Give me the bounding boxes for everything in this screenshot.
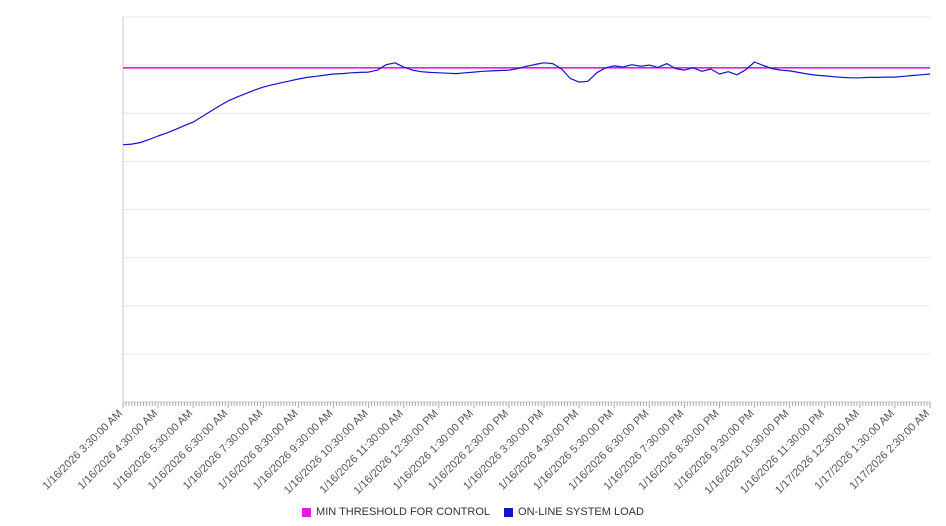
legend-item-system-load[interactable]: ON-LINE SYSTEM LOAD [504,506,644,518]
legend: MIN THRESHOLD FOR CONTROL ON-LINE SYSTEM… [0,506,946,518]
load-swatch [504,507,514,517]
threshold-swatch [302,507,312,517]
time-series-chart: 1/16/2026 3:30:00 AM1/16/2026 4:30:00 AM… [41,16,932,497]
load-line [122,61,931,146]
legend-item-min-threshold[interactable]: MIN THRESHOLD FOR CONTROL [302,506,490,518]
legend-label-min-threshold: MIN THRESHOLD FOR CONTROL [316,506,491,518]
legend-label-system-load: ON-LINE SYSTEM LOAD [518,506,644,518]
